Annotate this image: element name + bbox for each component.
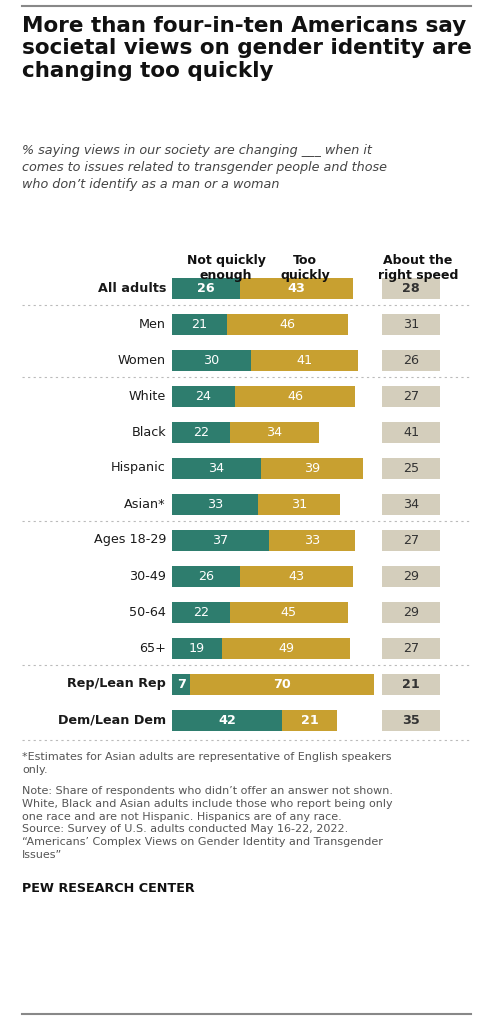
Text: Men: Men — [139, 317, 166, 331]
Text: Not quickly
enough: Not quickly enough — [186, 254, 265, 282]
Bar — [172, 349, 250, 371]
Bar — [172, 565, 240, 587]
Bar — [250, 349, 358, 371]
Bar — [190, 674, 374, 694]
Text: White: White — [129, 389, 166, 402]
Bar — [382, 638, 440, 658]
Bar — [235, 385, 355, 407]
Bar — [382, 278, 440, 299]
Bar — [172, 278, 240, 299]
Text: 21: 21 — [301, 714, 318, 726]
Bar — [172, 422, 230, 442]
Text: Dem/Lean Dem: Dem/Lean Dem — [58, 714, 166, 726]
Bar — [382, 601, 440, 623]
Bar — [227, 313, 348, 335]
Bar — [258, 494, 340, 514]
Text: 27: 27 — [403, 641, 419, 654]
Text: Ages 18-29: Ages 18-29 — [94, 534, 166, 547]
Text: 21: 21 — [402, 678, 420, 690]
Text: 25: 25 — [403, 462, 419, 474]
Bar — [382, 458, 440, 478]
Text: 42: 42 — [218, 714, 236, 726]
Text: 41: 41 — [403, 426, 419, 438]
Text: % saying views in our society are changing ___ when it
comes to issues related t: % saying views in our society are changi… — [22, 144, 387, 191]
Text: 26: 26 — [197, 282, 215, 295]
Bar — [382, 385, 440, 407]
Text: More than four-in-ten Americans say
societal views on gender identity are
changi: More than four-in-ten Americans say soci… — [22, 16, 472, 81]
Text: 29: 29 — [403, 605, 419, 618]
Text: 26: 26 — [198, 569, 214, 583]
Bar — [222, 638, 350, 658]
Text: 29: 29 — [403, 569, 419, 583]
Text: 24: 24 — [195, 389, 211, 402]
Bar — [382, 674, 440, 694]
Text: Too
quickly: Too quickly — [280, 254, 330, 282]
Text: Rep/Lean Rep: Rep/Lean Rep — [67, 678, 166, 690]
Bar — [172, 494, 258, 514]
Text: 33: 33 — [207, 498, 223, 511]
Bar — [261, 458, 363, 478]
Text: 22: 22 — [193, 605, 209, 618]
Bar — [382, 313, 440, 335]
Text: PEW RESEARCH CENTER: PEW RESEARCH CENTER — [22, 882, 195, 895]
Text: 45: 45 — [281, 605, 297, 618]
Text: 27: 27 — [403, 389, 419, 402]
Text: 30-49: 30-49 — [129, 569, 166, 583]
Text: 50-64: 50-64 — [129, 605, 166, 618]
Bar — [230, 422, 318, 442]
Text: 19: 19 — [189, 641, 205, 654]
Bar — [172, 674, 190, 694]
Bar — [382, 710, 440, 730]
Text: Asian*: Asian* — [124, 498, 166, 511]
Text: Women: Women — [118, 353, 166, 367]
Text: 22: 22 — [193, 426, 209, 438]
Text: 70: 70 — [273, 678, 291, 690]
Bar — [240, 278, 353, 299]
Text: 34: 34 — [403, 498, 419, 511]
Text: About the
right speed: About the right speed — [378, 254, 458, 282]
Bar — [282, 710, 337, 730]
Text: 49: 49 — [278, 641, 294, 654]
Bar — [172, 385, 235, 407]
Text: 37: 37 — [212, 534, 229, 547]
Text: 28: 28 — [402, 282, 420, 295]
Bar — [172, 638, 222, 658]
Bar — [382, 349, 440, 371]
Text: 34: 34 — [266, 426, 282, 438]
Text: 27: 27 — [403, 534, 419, 547]
Text: 30: 30 — [203, 353, 219, 367]
Text: 43: 43 — [287, 282, 305, 295]
Bar — [172, 313, 227, 335]
Text: Black: Black — [131, 426, 166, 438]
Text: 31: 31 — [403, 317, 419, 331]
Bar — [172, 601, 230, 623]
Text: 35: 35 — [402, 714, 420, 726]
Text: 26: 26 — [403, 353, 419, 367]
Bar — [172, 529, 269, 551]
Text: All adults: All adults — [98, 282, 166, 295]
Bar — [269, 529, 355, 551]
Text: 43: 43 — [288, 569, 305, 583]
Text: *Estimates for Asian adults are representative of English speakers
only.: *Estimates for Asian adults are represen… — [22, 752, 391, 775]
Text: Hispanic: Hispanic — [111, 462, 166, 474]
Text: 39: 39 — [304, 462, 320, 474]
Text: 21: 21 — [191, 317, 208, 331]
Bar — [382, 422, 440, 442]
Bar — [240, 565, 353, 587]
Text: 31: 31 — [291, 498, 307, 511]
Text: 46: 46 — [279, 317, 295, 331]
Text: 41: 41 — [296, 353, 313, 367]
Bar — [382, 494, 440, 514]
Bar — [382, 529, 440, 551]
Text: 33: 33 — [304, 534, 320, 547]
Text: 65+: 65+ — [139, 641, 166, 654]
Text: Note: Share of respondents who didn’t offer an answer not shown.
White, Black an: Note: Share of respondents who didn’t of… — [22, 786, 393, 860]
Text: 46: 46 — [287, 389, 303, 402]
Bar — [230, 601, 348, 623]
Bar — [172, 710, 282, 730]
Bar — [382, 565, 440, 587]
Text: 34: 34 — [209, 462, 225, 474]
Bar — [172, 458, 261, 478]
Text: 7: 7 — [176, 678, 185, 690]
